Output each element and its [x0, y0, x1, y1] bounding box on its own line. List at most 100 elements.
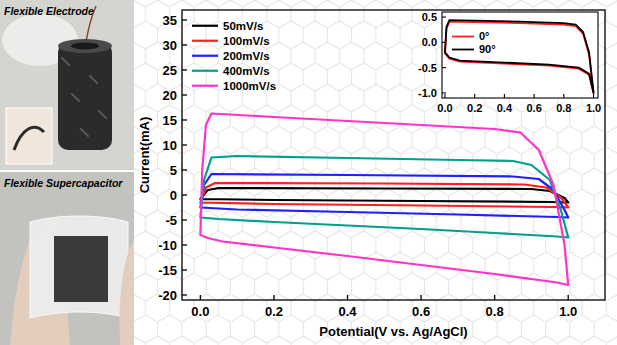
photo-texture [82, 130, 84, 132]
y-axis-title: Current(mA) [137, 117, 152, 194]
x-tick [347, 295, 348, 300]
photo-device [0, 172, 134, 345]
photo-texture [85, 133, 87, 135]
y-tick [182, 244, 187, 245]
y-tick-label: 0.0 [422, 36, 437, 48]
legend-label: 200mV/s [223, 50, 270, 62]
cv-curve [200, 114, 568, 286]
y-tick-label: 25 [163, 63, 177, 78]
photo-texture [96, 82, 98, 84]
x-tick [273, 295, 274, 300]
y-tick [182, 119, 187, 120]
y-tick-label: 30 [163, 38, 177, 53]
photo-texture [83, 131, 85, 133]
photo-hand [120, 240, 134, 345]
x-tick [563, 94, 564, 98]
photo-texture [86, 134, 88, 136]
cv-curve [445, 20, 594, 93]
photo-texture [75, 97, 77, 99]
background [134, 0, 617, 345]
photo-texture [65, 61, 67, 63]
legend-swatch [452, 36, 474, 38]
y-tick-label: -1.0 [418, 87, 437, 99]
photo-texture [89, 75, 91, 77]
y-tick-label: 10 [163, 138, 177, 153]
photo-texture [92, 78, 94, 80]
legend: 0°90° [452, 30, 496, 55]
cv-curve [445, 22, 594, 93]
y-tick [182, 169, 187, 170]
photo-label: Flexible Electrode [4, 5, 94, 17]
main-chart: 0.00.20.40.60.81.0-20-15-10-505101520253… [137, 10, 605, 339]
photo-bent [14, 127, 44, 150]
x-tick-label: 1.0 [586, 102, 601, 114]
photo-texture [62, 58, 64, 60]
photo-texture [67, 63, 69, 65]
photo-film [30, 216, 128, 318]
photo-texture [78, 100, 80, 102]
photo-texture [94, 80, 96, 82]
photo-texture [66, 62, 68, 64]
y-tick-label: 20 [163, 88, 177, 103]
photo-electrode [0, 0, 134, 170]
cv-curve [200, 183, 568, 208]
photo-roll [58, 42, 112, 150]
plot-frame [442, 12, 598, 98]
y-tick [182, 294, 187, 295]
y-tick-label: 35 [163, 13, 177, 28]
y-tick-label: -15 [158, 263, 177, 278]
x-tick-label: 0.2 [467, 102, 482, 114]
y-tick-label: -10 [158, 238, 177, 253]
photo-texture [81, 129, 83, 131]
cv-curve [200, 174, 568, 218]
photo-roll-top [58, 39, 112, 53]
photo-texture [61, 57, 63, 59]
photo-texture [93, 79, 95, 81]
y-tick [442, 67, 446, 68]
y-tick [182, 44, 187, 45]
photo-texture [63, 59, 65, 61]
photo-inset [6, 108, 52, 164]
y-tick [182, 19, 187, 20]
photo-texture [73, 95, 75, 97]
cv-curve [200, 156, 568, 238]
plot-area [442, 12, 598, 98]
photo-texture [98, 110, 100, 112]
x-tick [420, 295, 421, 300]
photo-texture [87, 135, 89, 137]
x-tick-label: 0.8 [486, 304, 504, 319]
x-tick [593, 94, 594, 98]
legend-label: 50mV/s [223, 20, 263, 32]
y-tick-label: 5 [170, 163, 177, 178]
photo-texture [74, 96, 76, 98]
photo-texture [95, 81, 97, 83]
photo-texture [80, 128, 82, 130]
y-tick [442, 17, 446, 18]
photo-label: Flexible Supercapacitor [4, 177, 123, 189]
legend-label: 90° [479, 43, 496, 55]
legend-swatch [452, 49, 474, 51]
x-tick [200, 295, 201, 300]
plot-area [182, 10, 605, 300]
x-tick [494, 295, 495, 300]
x-tick [534, 94, 535, 98]
photo-texture [84, 132, 86, 134]
photo-texture [91, 77, 93, 79]
x-tick [444, 94, 445, 98]
x-tick-label: 0.6 [526, 102, 541, 114]
x-axis-title: Potential(V vs. Ag/AgCl) [319, 324, 467, 339]
x-tick [568, 295, 569, 300]
legend-label: 1000mV/s [223, 80, 276, 92]
photo-electrode-area [54, 236, 108, 302]
legend-swatch [192, 70, 218, 72]
x-tick-label: 0.0 [437, 102, 452, 114]
photo-texture [105, 117, 107, 119]
photo-texture [99, 111, 101, 113]
legend: 50mV/s100mV/s200mV/s400mV/s1000mV/s [192, 20, 276, 92]
x-tick [474, 94, 475, 98]
series-group [445, 20, 594, 93]
photo-texture [64, 60, 66, 62]
y-tick [182, 144, 187, 145]
photo-texture [104, 116, 106, 118]
y-tick-label: 0.5 [422, 11, 437, 23]
